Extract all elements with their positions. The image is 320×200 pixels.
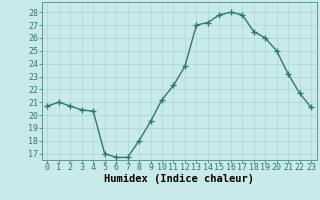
X-axis label: Humidex (Indice chaleur): Humidex (Indice chaleur) xyxy=(104,174,254,184)
